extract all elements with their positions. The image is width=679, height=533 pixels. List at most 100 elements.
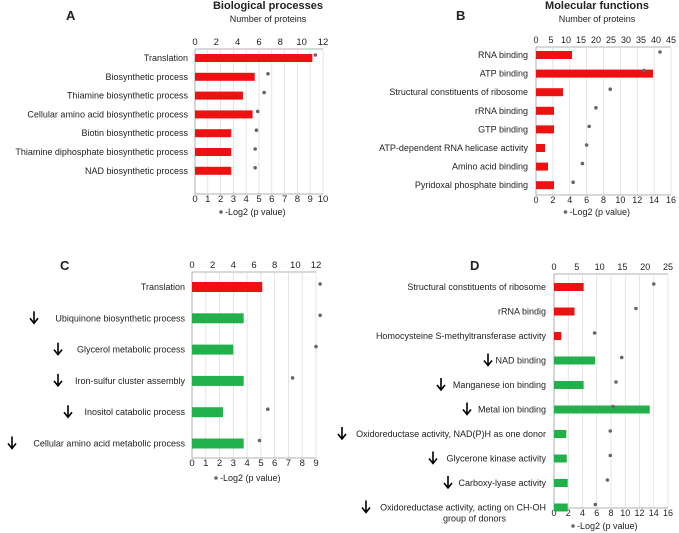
bar (195, 129, 232, 138)
bottom-tick-label: 7 (286, 458, 291, 469)
pvalue-point (658, 50, 662, 54)
bottom-tick-label: 8 (608, 508, 613, 518)
pvalue-point (611, 404, 615, 409)
category-label: Structural constituents of ribosome (407, 282, 546, 292)
top-tick-label: 20 (591, 35, 601, 45)
category-label: rRNA binding (475, 106, 528, 116)
category-label: Oxidoreductase activity, NAD(P)H as one … (356, 429, 546, 439)
bar (554, 405, 650, 414)
bar (554, 332, 562, 340)
bar (195, 72, 255, 81)
bar (536, 162, 548, 171)
category-label: Carboxy-lyase activity (458, 478, 546, 488)
pvalue-point (253, 166, 257, 170)
top-tick-label: 40 (651, 35, 661, 45)
top-tick-label: 5 (574, 262, 579, 272)
pvalue-point (318, 313, 322, 318)
pvalue-point (266, 72, 270, 76)
top-tick-label: 35 (636, 35, 646, 45)
bar (536, 106, 554, 115)
bar (192, 407, 223, 418)
panel-title: Biological processes (213, 0, 323, 12)
down-arrow-icon (443, 476, 453, 490)
bar (192, 344, 234, 355)
bottom-tick-label: 0 (192, 194, 197, 205)
category-label: NAD biosynthetic process (85, 166, 189, 176)
top-tick-label: 0 (533, 35, 538, 45)
bottom-tick-label: 4 (244, 458, 249, 469)
top-tick-label: 5 (548, 35, 553, 45)
top-tick-label: 25 (663, 262, 673, 272)
bottom-tick-label: 7 (282, 194, 287, 205)
bar (192, 313, 244, 324)
pvalue-point (608, 453, 613, 458)
bar (536, 88, 563, 97)
panel-title: Molecular functions (545, 0, 649, 12)
down-arrow-icon (361, 500, 371, 514)
bar (554, 503, 568, 512)
category-label: Biotin biosynthetic process (81, 128, 188, 138)
pvalue-point (608, 429, 613, 433)
top-tick-label: 4 (235, 37, 240, 48)
down-arrow-icon (29, 311, 39, 325)
bottom-tick-label: 10 (620, 508, 630, 518)
category-label: ATP binding (480, 69, 528, 79)
top-tick-label: 15 (617, 262, 627, 272)
category-label: Oxidoreductase activity, acting on CH-OH (380, 503, 546, 513)
top-tick-label: 15 (576, 35, 586, 45)
bottom-tick-label: 0 (551, 508, 556, 518)
bottom-tick-label: 8 (295, 194, 300, 205)
pvalue-point (634, 306, 638, 311)
bottom-tick-label: 3 (231, 194, 236, 205)
down-arrow-icon (53, 342, 63, 356)
bottom-tick-label: 2 (217, 458, 222, 469)
category-label: Biosynthetic process (105, 72, 188, 82)
x-axis-label: -Log2 (p value) (577, 521, 638, 531)
down-arrow-icon (483, 353, 493, 367)
bottom-tick-label: 5 (256, 194, 261, 205)
bottom-tick-label: 6 (269, 194, 274, 205)
category-label: Amino acid binding (452, 162, 528, 172)
top-tick-label: 4 (231, 260, 236, 271)
bottom-tick-label: 12 (632, 195, 642, 205)
category-label: Metal ion binding (478, 405, 546, 415)
bottom-tick-label: 4 (244, 194, 249, 205)
category-label: group of donors (443, 514, 507, 524)
top-tick-label: 25 (606, 35, 616, 45)
x-axis-label: -Log2 (p value) (570, 207, 631, 217)
bar (195, 148, 232, 156)
bottom-tick-label: 16 (666, 195, 676, 205)
pvalue-point (608, 87, 613, 91)
top-tick-label: 10 (595, 262, 605, 272)
panel-d: D 0 5 10 15 20 250 2 4 6 8 10 12 14 16-Log2 (p value)S… (337, 258, 673, 531)
category-label: Iron-sulfur cluster assembly (75, 376, 186, 386)
pvalue-point (594, 106, 598, 110)
panel-subtitle: Number of proteins (559, 14, 636, 24)
bar (554, 430, 567, 438)
bar (554, 381, 584, 389)
bar (195, 166, 232, 175)
bar (554, 307, 575, 316)
category-label: rRNA bindig (498, 307, 546, 317)
bar (554, 479, 568, 487)
down-arrow-icon (428, 451, 438, 465)
bottom-tick-label: 2 (550, 195, 555, 205)
category-label: Structural constituents of ribosome (389, 87, 528, 97)
pvalue-point (255, 109, 260, 114)
legend-dot (219, 210, 223, 214)
category-label: Pyridoxal phosphate binding (415, 180, 528, 190)
down-arrow-icon (7, 436, 17, 450)
x-axis-label: -Log2 (p value) (220, 473, 281, 483)
category-label: NAD binding (495, 356, 546, 366)
bottom-tick-label: 4 (580, 508, 585, 518)
category-label: Glycerone kinase activity (446, 454, 546, 464)
pvalue-point (262, 90, 266, 95)
pvalue-point (314, 344, 318, 349)
bar (536, 144, 545, 152)
top-tick-label: 2 (210, 260, 215, 271)
category-label: Ubiquinone biosynthetic process (55, 313, 185, 323)
top-tick-label: 6 (256, 37, 261, 48)
top-tick-label: 10 (290, 260, 301, 271)
